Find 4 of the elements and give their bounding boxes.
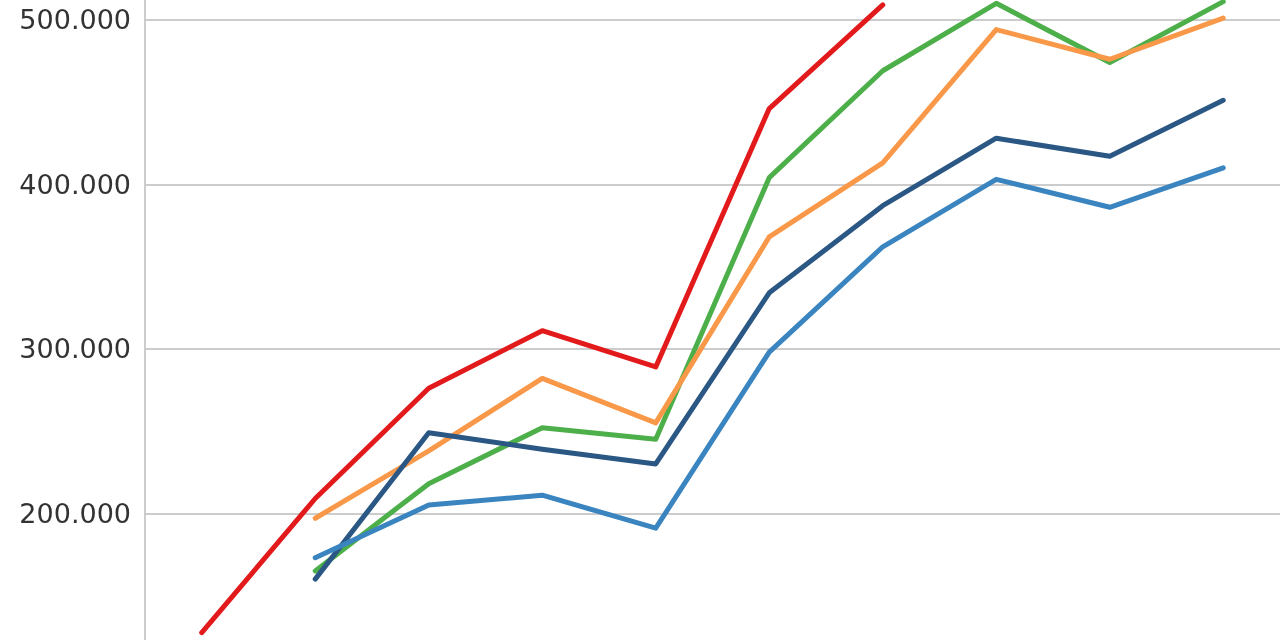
y-tick-label: 300.000 xyxy=(19,333,131,365)
y-tick-label: 200.000 xyxy=(19,497,131,529)
y-tick-label: 400.000 xyxy=(19,168,131,200)
y-tick-label: 500.000 xyxy=(19,4,131,36)
